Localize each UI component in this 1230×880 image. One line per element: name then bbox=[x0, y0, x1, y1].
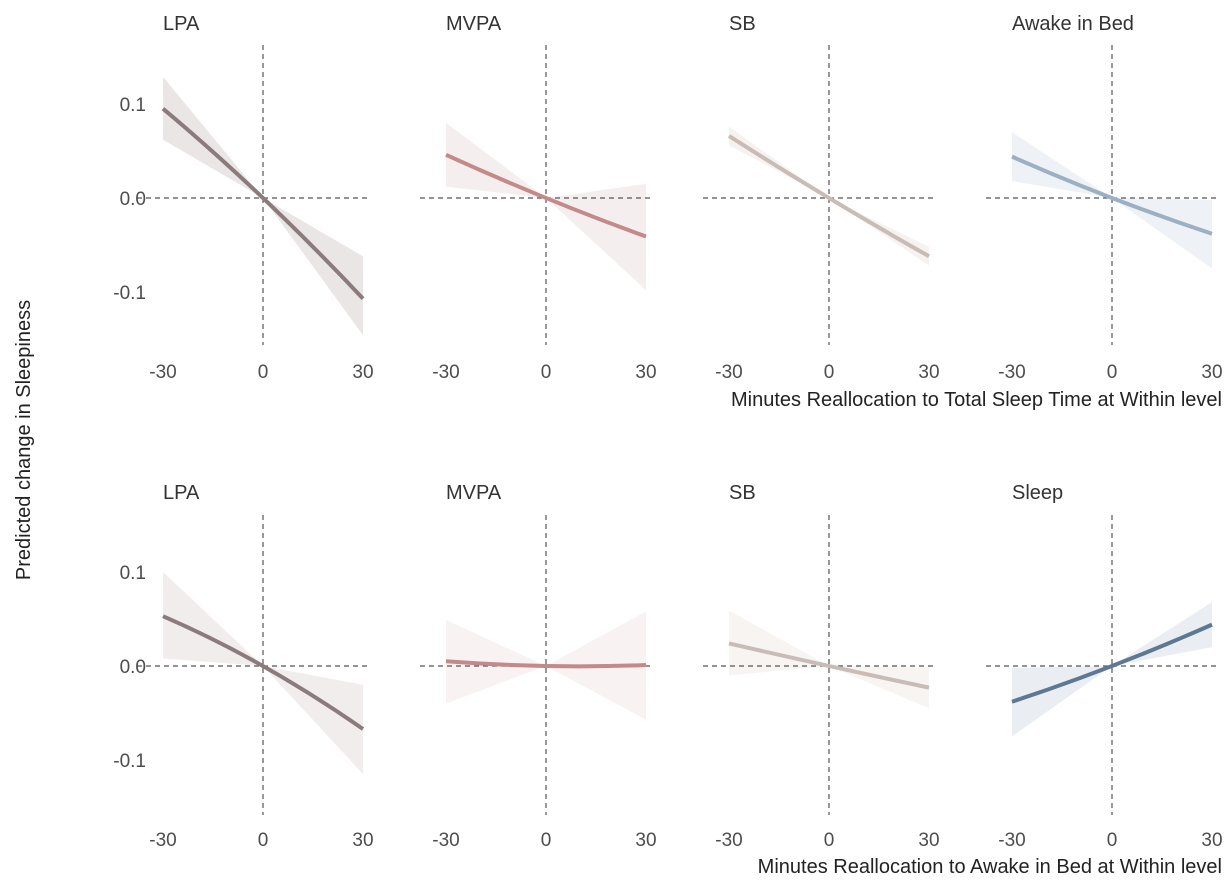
estimate-line bbox=[162, 614, 365, 731]
confidence-band bbox=[446, 122, 646, 291]
x-axis-label: Minutes Reallocation to Total Sleep Time… bbox=[731, 389, 1222, 411]
panel-sleep: Sleep -30 0 30 bbox=[986, 482, 1223, 851]
estimate-line bbox=[1011, 154, 1213, 236]
y-tick-label: 0.1 bbox=[120, 563, 146, 584]
x-tick-label: 0 bbox=[541, 830, 552, 851]
confidence-band bbox=[1012, 132, 1212, 269]
x-tick-label: 30 bbox=[635, 830, 656, 851]
x-tick-label: 0 bbox=[1107, 362, 1118, 383]
panel-mvpa: MVPA -30 0 30 bbox=[420, 482, 657, 851]
estimate-line bbox=[1011, 622, 1213, 704]
y-tick-label: 0.0 bbox=[120, 189, 146, 210]
estimate-line bbox=[161, 107, 365, 300]
panel-sb: SB -30 0 30 bbox=[703, 13, 940, 383]
panel-title: LPA bbox=[163, 482, 200, 504]
confidence-band bbox=[729, 126, 929, 266]
confidence-band bbox=[1012, 602, 1212, 737]
x-tick-label: -30 bbox=[715, 830, 742, 851]
y-axis-label: Predicted change in Sleepiness bbox=[13, 300, 35, 580]
x-tick-label: 30 bbox=[635, 362, 656, 383]
confidence-band bbox=[729, 610, 929, 709]
confidence-band bbox=[163, 76, 363, 336]
panel-title: Sleep bbox=[1012, 482, 1063, 504]
y-tick-label: 0.1 bbox=[120, 95, 146, 116]
x-tick-label: 0 bbox=[824, 362, 835, 383]
x-tick-label: -30 bbox=[149, 830, 176, 851]
y-tick-label: 0.0 bbox=[120, 657, 146, 678]
x-tick-label: -30 bbox=[998, 362, 1025, 383]
panel-title: Awake in Bed bbox=[1012, 13, 1134, 35]
x-tick-label: 30 bbox=[352, 362, 373, 383]
panel-mvpa: MVPA -30 0 30 bbox=[420, 13, 657, 383]
estimate-line bbox=[445, 659, 647, 669]
panel-title: SB bbox=[729, 13, 756, 35]
x-tick-label: 30 bbox=[918, 362, 939, 383]
x-tick-label: 0 bbox=[258, 362, 269, 383]
y-tick-label: -0.1 bbox=[113, 283, 146, 304]
panel-sb: SB -30 0 30 bbox=[703, 482, 940, 851]
x-tick-label: -30 bbox=[432, 362, 459, 383]
x-tick-label: -30 bbox=[715, 362, 742, 383]
panel-awake-in-bed: Awake in Bed -30 0 30 bbox=[986, 13, 1223, 383]
estimate-line bbox=[445, 152, 647, 239]
confidence-band bbox=[446, 611, 646, 720]
x-tick-label: -30 bbox=[998, 830, 1025, 851]
x-tick-label: 0 bbox=[258, 830, 269, 851]
panel-lpa: LPA -30 0 30 0.1 0.0 -0.1 bbox=[113, 482, 373, 851]
x-tick-label: 30 bbox=[1201, 362, 1222, 383]
x-tick-label: 0 bbox=[541, 362, 552, 383]
panel-title: SB bbox=[729, 482, 756, 504]
estimate-line bbox=[728, 641, 930, 690]
panel-lpa: LPA -30 0 30 0.1 0.0 -0.1 bbox=[113, 13, 373, 383]
x-tick-label: 30 bbox=[1201, 830, 1222, 851]
panel-title: MVPA bbox=[446, 482, 502, 504]
x-tick-label: 0 bbox=[824, 830, 835, 851]
panel-title: MVPA bbox=[446, 13, 502, 35]
estimate-line bbox=[727, 134, 930, 259]
x-tick-label: -30 bbox=[432, 830, 459, 851]
x-tick-label: 0 bbox=[1107, 830, 1118, 851]
x-tick-label: -30 bbox=[149, 362, 176, 383]
x-tick-label: 30 bbox=[352, 830, 373, 851]
panel-title: LPA bbox=[163, 13, 200, 35]
y-tick-label: -0.1 bbox=[113, 751, 146, 772]
confidence-band bbox=[163, 572, 363, 775]
x-tick-label: 30 bbox=[918, 830, 939, 851]
x-axis-label: Minutes Reallocation to Awake in Bed at … bbox=[758, 856, 1222, 878]
